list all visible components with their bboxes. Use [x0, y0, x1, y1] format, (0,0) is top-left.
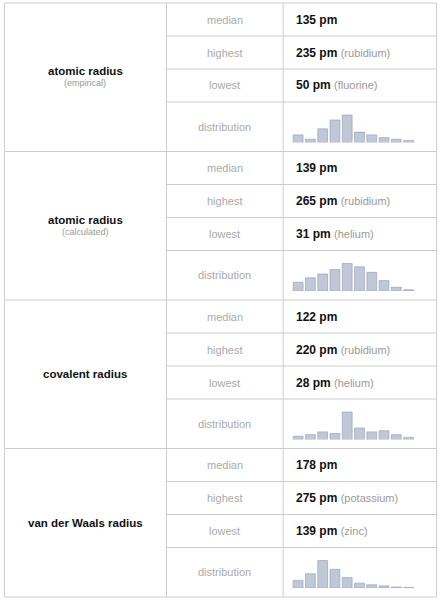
svg-text:covalent radius: covalent radius: [43, 368, 127, 380]
svg-text:highest: highest: [207, 344, 242, 356]
svg-text:distribution: distribution: [198, 121, 251, 133]
svg-text:lowest: lowest: [209, 525, 240, 537]
svg-text:178 pm: 178 pm: [296, 458, 337, 472]
svg-text:139 pm (zinc): 139 pm (zinc): [296, 524, 368, 538]
svg-text:median: median: [207, 162, 243, 174]
svg-text:220 pm (rubidium): 220 pm (rubidium): [296, 343, 390, 357]
svg-text:275 pm (potassium): 275 pm (potassium): [296, 491, 398, 505]
svg-text:lowest: lowest: [209, 377, 240, 389]
svg-text:highest: highest: [207, 492, 242, 504]
svg-text:lowest: lowest: [209, 228, 240, 240]
svg-text:highest: highest: [207, 195, 242, 207]
svg-text:(calculated): (calculated): [62, 227, 109, 237]
svg-text:122 pm: 122 pm: [296, 310, 337, 324]
svg-text:50 pm (fluorine): 50 pm (fluorine): [296, 78, 377, 92]
svg-text:atomic radius: atomic radius: [48, 214, 123, 226]
svg-text:(empirical): (empirical): [64, 78, 106, 88]
svg-text:distribution: distribution: [198, 269, 251, 281]
svg-text:median: median: [207, 14, 243, 26]
svg-text:lowest: lowest: [209, 79, 240, 91]
svg-text:31 pm (helium): 31 pm (helium): [296, 227, 374, 241]
svg-text:atomic radius: atomic radius: [48, 65, 123, 77]
svg-text:235 pm (rubidium): 235 pm (rubidium): [296, 46, 390, 60]
svg-text:28 pm (helium): 28 pm (helium): [296, 376, 374, 390]
svg-text:135 pm: 135 pm: [296, 13, 337, 27]
svg-text:van der Waals radius: van der Waals radius: [28, 517, 143, 529]
svg-text:distribution: distribution: [198, 566, 251, 578]
svg-text:median: median: [207, 459, 243, 471]
svg-text:highest: highest: [207, 47, 242, 59]
svg-text:265 pm (rubidium): 265 pm (rubidium): [296, 194, 390, 208]
svg-text:139 pm: 139 pm: [296, 161, 337, 175]
svg-text:median: median: [207, 311, 243, 323]
svg-text:distribution: distribution: [198, 418, 251, 430]
